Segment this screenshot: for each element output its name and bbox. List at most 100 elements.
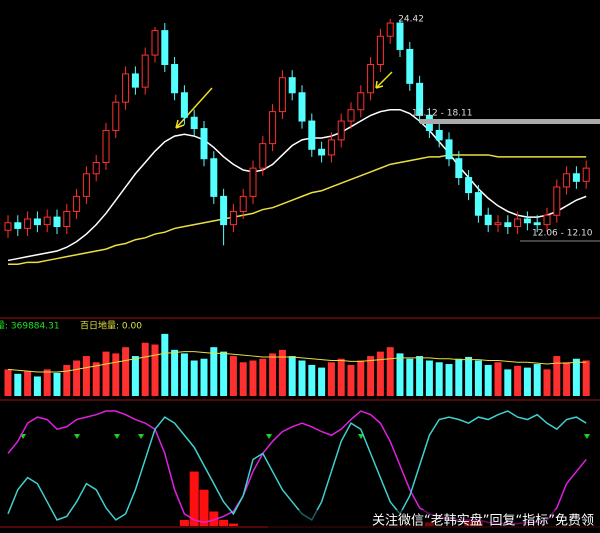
volume-bar <box>190 360 198 396</box>
candle-body <box>367 64 375 94</box>
volume-bar <box>543 369 551 396</box>
volume-bar <box>53 372 61 396</box>
candle-body <box>131 73 139 88</box>
volume-bar <box>33 376 41 396</box>
candle-body <box>161 30 169 66</box>
volume-bar <box>582 360 590 396</box>
candle-body <box>465 177 473 194</box>
volume-bar <box>553 356 561 396</box>
peak-label: 24.42 <box>398 15 424 25</box>
volume-bar <box>249 360 257 396</box>
volume-bar <box>367 356 375 396</box>
volume-bar <box>141 342 149 396</box>
candle-body <box>278 77 286 113</box>
volume-bar <box>239 362 247 396</box>
volume-bar <box>102 351 110 396</box>
volume-bar <box>151 344 159 396</box>
candle-body <box>445 139 453 160</box>
volume-bar <box>504 369 512 396</box>
candle-body <box>572 173 580 182</box>
volume-bar <box>347 364 355 396</box>
volume-bar <box>445 364 453 396</box>
indicator-line <box>7 410 587 522</box>
volume-bar <box>494 362 502 396</box>
volume-average <box>7 351 587 373</box>
candle-body <box>112 101 120 131</box>
volume-label: 百日地量: 0.00 <box>80 320 142 332</box>
candle-body <box>288 77 296 94</box>
candle-body <box>308 120 316 150</box>
candle-body <box>563 173 571 188</box>
volume-label: 量: 369884.31 <box>0 321 60 332</box>
volume-bar <box>24 371 32 396</box>
candle-body <box>416 82 424 116</box>
candle-body <box>151 30 159 56</box>
candle-body <box>14 222 22 229</box>
candle-body <box>180 92 188 118</box>
volume-bar <box>220 351 228 396</box>
arrow <box>375 71 393 89</box>
volume-bar <box>376 351 384 396</box>
volume-bar <box>14 373 22 396</box>
volume-bar <box>112 353 120 396</box>
candle-body <box>82 173 90 197</box>
candle-body <box>474 192 482 216</box>
candle-body <box>210 158 218 197</box>
candle-body <box>73 195 81 212</box>
candle-body <box>92 161 100 175</box>
histogram-bar <box>228 523 238 526</box>
volume-bar <box>435 362 443 396</box>
volume-bar <box>200 358 208 396</box>
candle-body <box>376 35 384 66</box>
volume-bar <box>82 356 90 396</box>
volume-bar <box>357 360 365 396</box>
candle-body <box>239 195 247 212</box>
candle-body <box>357 92 365 111</box>
histogram-bar <box>189 471 199 526</box>
range-label: 12.12 - 18.11 <box>412 109 473 119</box>
volume-bar <box>288 356 296 396</box>
moving-average <box>8 154 587 265</box>
candle-body <box>171 64 179 94</box>
volume-bar <box>278 349 286 396</box>
volume-bar <box>337 358 345 396</box>
candle-body <box>455 158 463 179</box>
volume-bar <box>523 367 531 396</box>
volume-bar <box>131 356 139 396</box>
candle-body <box>494 222 502 226</box>
volume-bar <box>180 353 188 396</box>
volume-bar <box>572 358 580 396</box>
volume-bar <box>161 333 169 396</box>
volume-bar <box>425 360 433 396</box>
candle-body <box>406 48 414 84</box>
moving-average <box>7 108 587 262</box>
candle-body <box>298 92 306 122</box>
volume-bar <box>171 349 179 396</box>
candle-body <box>504 222 512 228</box>
histogram-bar <box>179 519 189 526</box>
histogram-bar <box>199 489 209 526</box>
candle-body <box>141 54 149 88</box>
histogram-bar <box>219 519 229 526</box>
volume-bar <box>43 369 51 396</box>
watermark-bg <box>268 510 600 532</box>
candle-body <box>190 116 198 130</box>
candle-body <box>533 222 541 226</box>
candle-body <box>386 22 394 37</box>
candle-body <box>43 216 51 226</box>
volume-bar <box>465 356 473 396</box>
volume-bar <box>406 358 414 396</box>
candle-body <box>514 218 522 228</box>
volume-bar <box>4 369 12 396</box>
candle-body <box>200 128 208 160</box>
volume-bar <box>63 364 71 396</box>
range-bar <box>420 119 600 124</box>
volume-bar <box>210 347 218 396</box>
volume-bar <box>563 362 571 396</box>
candle-body <box>553 186 561 216</box>
volume-bar <box>269 353 277 396</box>
range-label: 12.06 - 12.10 <box>532 229 593 239</box>
volume-bar <box>318 367 326 396</box>
volume-bar <box>484 364 492 396</box>
candle-body <box>337 120 345 141</box>
